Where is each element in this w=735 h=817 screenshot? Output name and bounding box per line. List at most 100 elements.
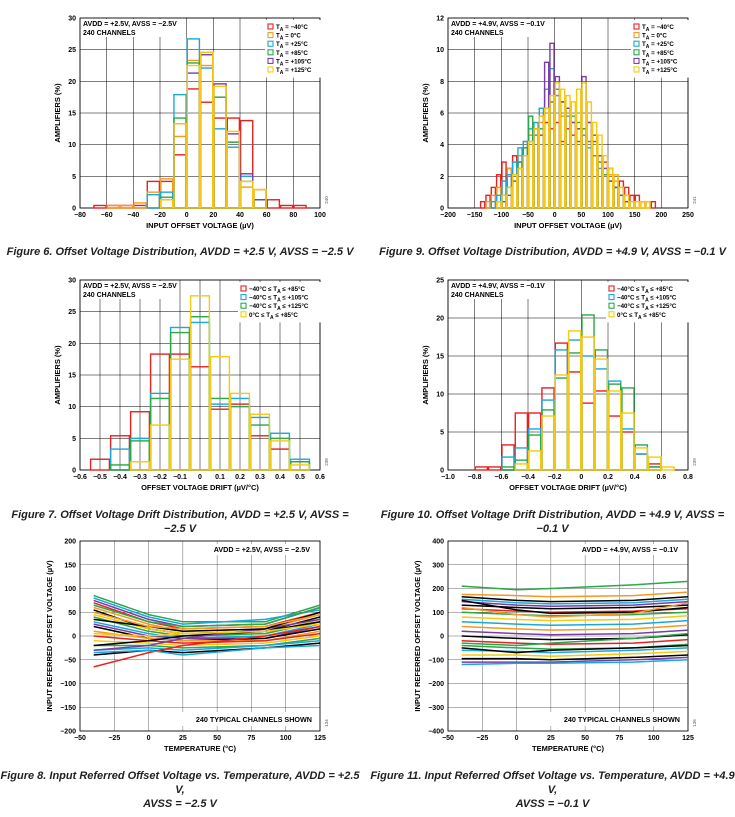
y-tick-label: −100 (428, 657, 444, 664)
x-tick-label: −0.4 (113, 474, 127, 481)
series-line (461, 644, 689, 654)
legend-swatch (240, 285, 247, 292)
caption-fig8: Figure 8. Input Referred Offset Voltage … (0, 769, 360, 811)
x-tick-label: −0.2 (548, 474, 562, 481)
histogram-bar (634, 447, 649, 471)
histogram-bar (597, 134, 603, 209)
histogram-bar (639, 200, 646, 209)
legend-label: TA = −40°C (276, 24, 308, 33)
legend-swatch (608, 294, 615, 301)
y-tick-label: 20 (68, 341, 76, 348)
histogram-bar (226, 130, 241, 209)
side-code: 240 (324, 196, 329, 204)
series-line (461, 598, 689, 605)
series-line (93, 597, 321, 625)
y-axis-label: INPUT REFERRED OFFSET VOLTAGE (µV) (45, 560, 54, 712)
histogram-bar (554, 82, 561, 209)
chart-title: AVDD = +2.5V, AVSS = −2.5V (214, 545, 310, 554)
title-bg (81, 19, 177, 28)
side-code: 136 (692, 719, 697, 727)
series-3 (514, 330, 675, 471)
chart-title: 240 CHANNELS (83, 292, 136, 299)
x-tick-label: 100 (314, 212, 326, 219)
histogram-bar (490, 200, 497, 209)
y-tick-label: 10 (436, 47, 444, 54)
legend-label: TA = +25°C (276, 41, 308, 50)
legend-bg (606, 282, 691, 323)
x-tick-label: −100 (493, 212, 509, 219)
series-line (93, 604, 321, 628)
x-tick-label: 50 (581, 735, 589, 742)
legend: −40°C ≤ TA ≤ +85°C−40°C ≤ TA ≤ +105°C−40… (606, 282, 691, 323)
histogram-bar (559, 88, 566, 209)
y-tick-label: 0 (72, 206, 76, 213)
series-line (93, 625, 321, 668)
y-tick-label: 30 (68, 278, 76, 285)
y-tick-label: 5 (440, 430, 444, 437)
histogram-bar (602, 155, 609, 209)
legend-label: −40°C ≤ TA ≤ +105°C (249, 295, 309, 304)
y-axis-label: AMPLIFIERS (%) (53, 83, 62, 143)
y-axis-label: INPUT REFERRED OFFSET VOLTAGE (µV) (413, 560, 422, 712)
chart-title: AVDD = +2.5V, AVSS = −2.5V (83, 283, 177, 290)
x-tick-label: −0.2 (153, 474, 167, 481)
caption-fig6: Figure 6. Offset Voltage Distribution, A… (6, 246, 354, 258)
y-tick-label: 2 (440, 174, 444, 181)
legend-swatch (267, 40, 274, 47)
series-line (93, 642, 321, 656)
series-line (93, 618, 321, 652)
histogram-bar (581, 82, 587, 209)
x-tick-label: −40 (127, 212, 139, 219)
x-tick-label: 50 (577, 212, 585, 219)
y-tick-label: −200 (60, 729, 76, 736)
histogram-bar (89, 458, 111, 471)
histogram-bar (565, 94, 571, 209)
series-line (461, 580, 689, 591)
caption-fig8-line2: AVSS = −2.5 V (143, 798, 217, 810)
histogram-bar (506, 186, 513, 209)
x-tick-label: −50 (522, 212, 534, 219)
x-tick-label: 0.6 (315, 474, 325, 481)
legend-swatch (633, 32, 640, 39)
x-tick-label: 80 (289, 212, 297, 219)
chart-fig11: −400 −300 −200 −100 0 100 200 300 400 −50 −25 0 25 50… (413, 539, 697, 754)
histogram-bar (607, 390, 622, 471)
x-tick-label: 0 (579, 474, 583, 481)
side-code: 239 (692, 458, 697, 466)
x-tick-label: 25 (547, 735, 555, 742)
title-bg (449, 281, 545, 290)
histogram-bar (269, 440, 291, 471)
histogram-bar (495, 200, 502, 209)
y-tick-label: 6 (440, 111, 444, 118)
histogram-bar (501, 466, 515, 471)
histogram-bar (634, 200, 641, 209)
legend-label: TA = +105°C (642, 58, 678, 67)
legend-label: TA = −40°C (642, 24, 674, 33)
y-tick-label: 4 (440, 142, 444, 149)
legend-label: TA = 0°C (276, 33, 301, 42)
legend-swatch (608, 311, 615, 318)
histogram-bar (239, 180, 254, 209)
x-tick-label: 0 (515, 735, 519, 742)
x-tick-label: 250 (682, 212, 694, 219)
histogram-bar (522, 155, 529, 209)
legend-label: TA = +105°C (276, 58, 312, 67)
legend-swatch (633, 49, 640, 56)
histogram-bar (293, 204, 307, 209)
chart-fig7: 0 5 10 15 20 25 30 −0.6 −0.5 −0.4 −0.3 −0.2 −0.1 0 0.1… (53, 278, 329, 493)
x-tick-label: −50 (442, 735, 454, 742)
y-axis-label: AMPLIFIERS (%) (421, 345, 430, 405)
series-line (461, 654, 689, 661)
histogram-bar (189, 295, 211, 471)
series-line (461, 638, 689, 646)
histogram-bar (149, 424, 171, 471)
legend-bg (265, 20, 327, 78)
histogram-bar (623, 194, 630, 209)
y-tick-label: 20 (436, 316, 444, 323)
series-line (93, 623, 321, 637)
y-tick-label: 200 (64, 539, 76, 546)
y-tick-label: 25 (436, 278, 444, 285)
legend-swatch (608, 285, 615, 292)
histogram-bar (613, 174, 619, 209)
y-tick-label: 15 (436, 354, 444, 361)
